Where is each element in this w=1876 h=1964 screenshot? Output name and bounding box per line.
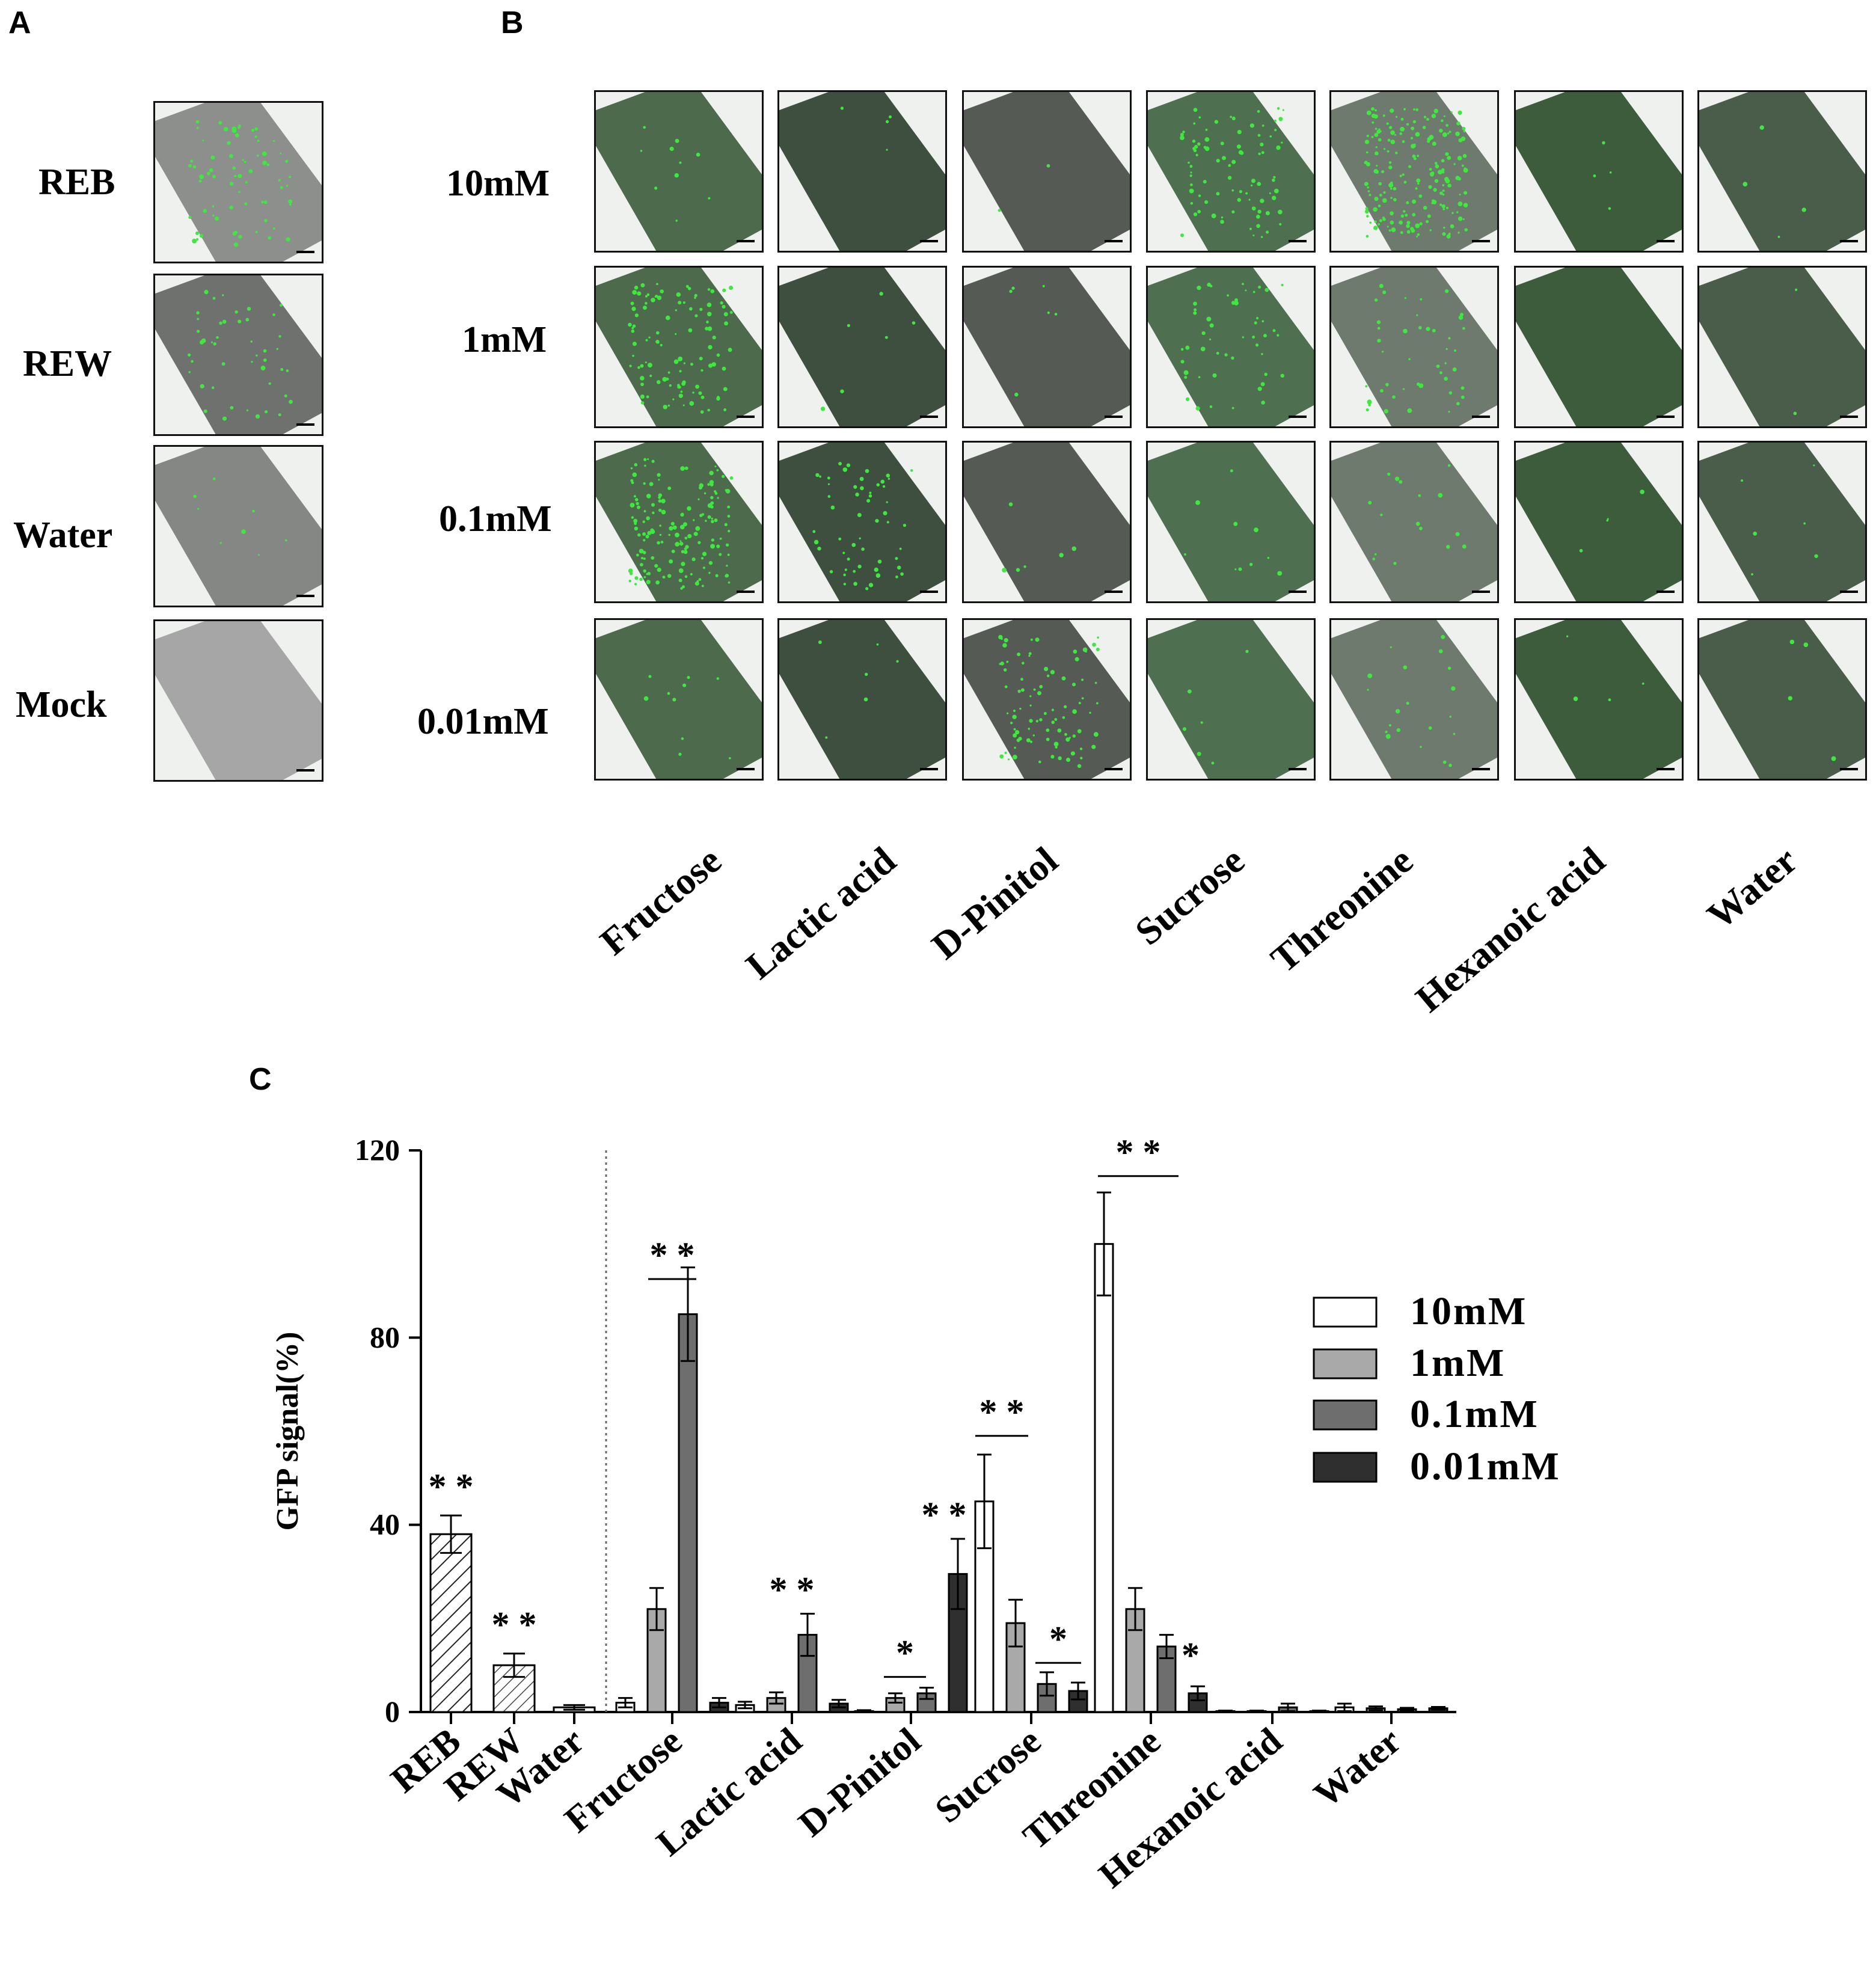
panel-b-row-label: 0.01mM <box>417 701 549 742</box>
significance-label: * * <box>1116 1132 1161 1172</box>
significance-label: * * <box>429 1467 474 1506</box>
panel-label-b: B <box>501 5 524 40</box>
panel-b-image <box>1514 90 1684 253</box>
panel-b-row-label: 10mM <box>446 163 550 204</box>
panel-b-image <box>962 266 1132 428</box>
panel-b-image <box>962 618 1132 781</box>
panel-b-row-label: 1mM <box>462 319 547 360</box>
legend-swatch <box>1313 1348 1378 1379</box>
significance-label: * <box>1049 1619 1067 1659</box>
panel-b-image <box>1697 266 1867 428</box>
panel-b-image <box>1329 90 1499 253</box>
y-axis-label: GFP signal(%) <box>271 1332 305 1531</box>
panel-b-image <box>1329 266 1499 428</box>
panel-b-image <box>777 266 947 428</box>
x-tick-label: D-Pinitol <box>791 1720 928 1845</box>
panel-b-image <box>962 90 1132 253</box>
panel-label-a: A <box>8 5 31 40</box>
panel-a-image <box>153 445 323 607</box>
panel-a-row-label: REW <box>23 343 112 384</box>
panel-b-image <box>777 441 947 603</box>
panel-b-image <box>1697 441 1867 603</box>
y-tick-label: 80 <box>370 1320 400 1354</box>
panel-b-image <box>1514 441 1684 603</box>
significance-label: * * <box>922 1495 967 1535</box>
legend-label: 0.1mM <box>1410 1392 1539 1436</box>
bar-control <box>429 1533 473 1713</box>
panel-b-image <box>777 90 947 253</box>
panel-b-image <box>594 618 764 781</box>
legend-label: 1mM <box>1410 1341 1506 1385</box>
panel-a-row-label: Water <box>13 515 113 556</box>
panel-b-image <box>1329 618 1499 781</box>
panel-b-image <box>594 441 764 603</box>
legend-label: 10mM <box>1410 1289 1527 1333</box>
panel-a-image <box>153 101 323 263</box>
panel-b-image <box>1514 266 1684 428</box>
significance-label: * * <box>979 1392 1025 1432</box>
significance-label: * * <box>650 1235 695 1275</box>
bar <box>1188 1692 1208 1713</box>
significance-label: * <box>1182 1636 1200 1675</box>
panel-b-image <box>1514 618 1684 781</box>
panel-b-image <box>962 441 1132 603</box>
panel-a-image <box>153 274 323 436</box>
y-tick-label: 0 <box>385 1695 400 1728</box>
panel-a-row-label: Mock <box>16 684 107 725</box>
x-tick-label: Water <box>1307 1720 1409 1815</box>
panel-b-image <box>777 618 947 781</box>
y-tick-label: 40 <box>370 1508 400 1541</box>
panel-b-image <box>1146 441 1316 603</box>
legend-label: 0.01mM <box>1410 1444 1561 1488</box>
panel-b-image <box>594 90 764 253</box>
legend-swatch <box>1313 1297 1378 1328</box>
y-tick-label: 120 <box>355 1133 400 1167</box>
significance-label: * * <box>492 1605 537 1645</box>
panel-b-image <box>594 266 764 428</box>
bar <box>1094 1243 1114 1713</box>
panel-b-image <box>1146 90 1316 253</box>
bar <box>974 1500 995 1713</box>
bar <box>678 1313 698 1713</box>
significance-label: * <box>896 1633 914 1673</box>
legend-swatch <box>1313 1399 1378 1431</box>
panel-label-c: C <box>249 1062 272 1097</box>
panel-a-image <box>153 619 323 782</box>
panel-b-row-label: 0.1mM <box>439 499 552 539</box>
panel-b-image <box>1697 618 1867 781</box>
legend-swatch <box>1313 1452 1378 1483</box>
significance-label: * * <box>770 1570 815 1610</box>
panel-b-image <box>1329 441 1499 603</box>
panel-a-row-label: REB <box>38 162 115 203</box>
panel-b-image <box>1146 618 1316 781</box>
panel-b-image <box>1697 90 1867 253</box>
panel-b-image <box>1146 266 1316 428</box>
